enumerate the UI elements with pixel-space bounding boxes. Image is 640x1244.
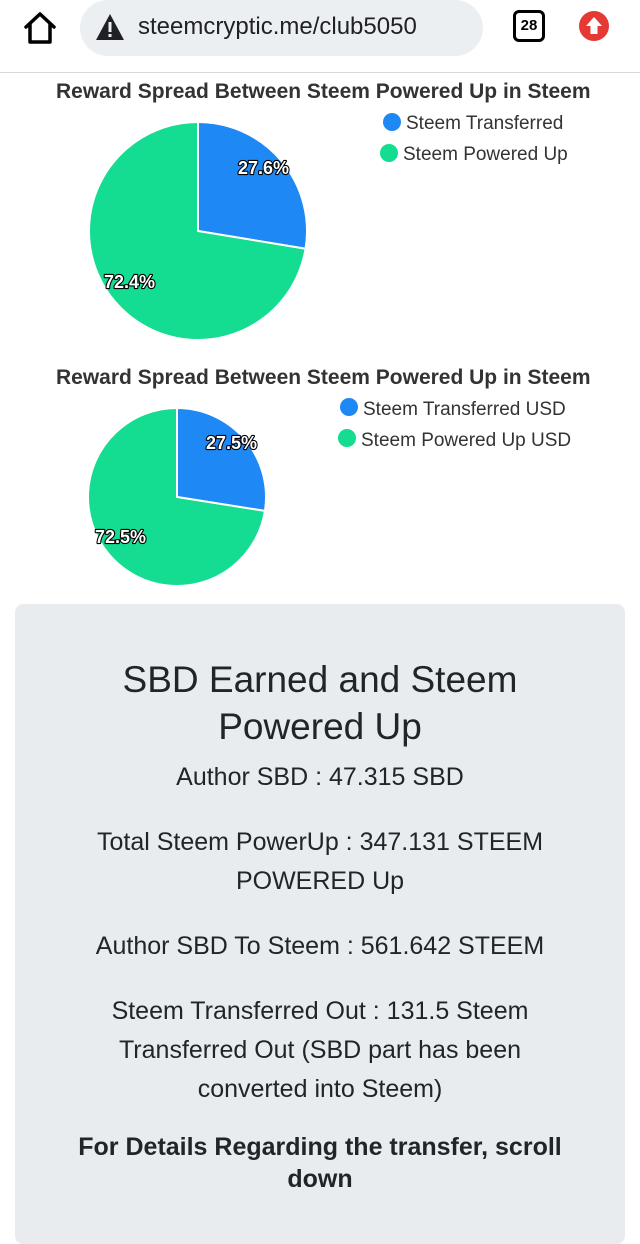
chart-2-title: Reward Spread Between Steem Powered Up i… <box>56 366 591 389</box>
tab-count: 28 <box>513 10 545 42</box>
chart-1-pie: Steem Transferred Steem Powered Up 27.6%… <box>88 113 568 341</box>
pie-1-label-transferred: 27.6% <box>238 158 289 178</box>
home-button[interactable] <box>18 8 62 48</box>
pie-2-label-transferred: 27.5% <box>206 433 257 453</box>
legend-1-item-transferred[interactable]: Steem Transferred <box>406 113 563 134</box>
author-sbd-to-steem: Author SBD To Steem : 561.642 STEEM <box>95 932 545 960</box>
tab-switcher-button[interactable]: 28 <box>513 10 545 42</box>
browser-toolbar: steemcryptic.me/club5050 28 <box>0 0 640 73</box>
pie-1-slice-powered-up[interactable] <box>88 120 307 341</box>
legend-2-item-powered-up[interactable]: Steem Powered Up USD <box>361 430 571 451</box>
pie-2-slice-transferred[interactable] <box>176 406 267 513</box>
sbd-summary-card: SBD Earned and Steem Powered Up Author S… <box>15 604 625 1244</box>
update-button[interactable] <box>578 10 610 42</box>
legend-2-swatch-powered-up <box>338 429 356 447</box>
author-sbd: Author SBD : 47.315 SBD <box>176 763 464 791</box>
pie-1-slice-transferred[interactable] <box>197 120 308 250</box>
pie-2-label-powered-up: 72.5% <box>95 527 146 547</box>
pie-2-slice-powered-up[interactable] <box>87 406 267 587</box>
home-icon <box>24 12 56 44</box>
details-note: For Details Regarding the transfer, scro… <box>78 1133 562 1193</box>
legend-2-item-transferred[interactable]: Steem Transferred USD <box>363 399 566 420</box>
pie-1-label-powered-up: 72.4% <box>104 272 155 292</box>
legend-1-item-powered-up[interactable]: Steem Powered Up <box>403 144 568 165</box>
warning-triangle-icon[interactable] <box>94 12 126 42</box>
update-arrow-icon <box>579 11 609 41</box>
steem-transferred-out: Steem Transferred Out : 131.5 Steem Tran… <box>111 997 529 1103</box>
address-bar[interactable]: steemcryptic.me/club5050 <box>80 0 483 56</box>
legend-1-swatch-powered-up <box>380 144 398 162</box>
chart-1-title: Reward Spread Between Steem Powered Up i… <box>56 80 591 103</box>
url-text[interactable]: steemcryptic.me/club5050 <box>138 13 417 40</box>
legend-2-swatch-transferred <box>340 398 358 416</box>
card-title: SBD Earned and Steem Powered Up <box>122 659 518 747</box>
chart-2-pie: Steem Transferred USD Steem Powered Up U… <box>87 398 571 587</box>
total-steem-powerup: Total Steem PowerUp : 347.131 STEEM POWE… <box>96 828 544 895</box>
legend-1-swatch-transferred <box>383 113 401 131</box>
